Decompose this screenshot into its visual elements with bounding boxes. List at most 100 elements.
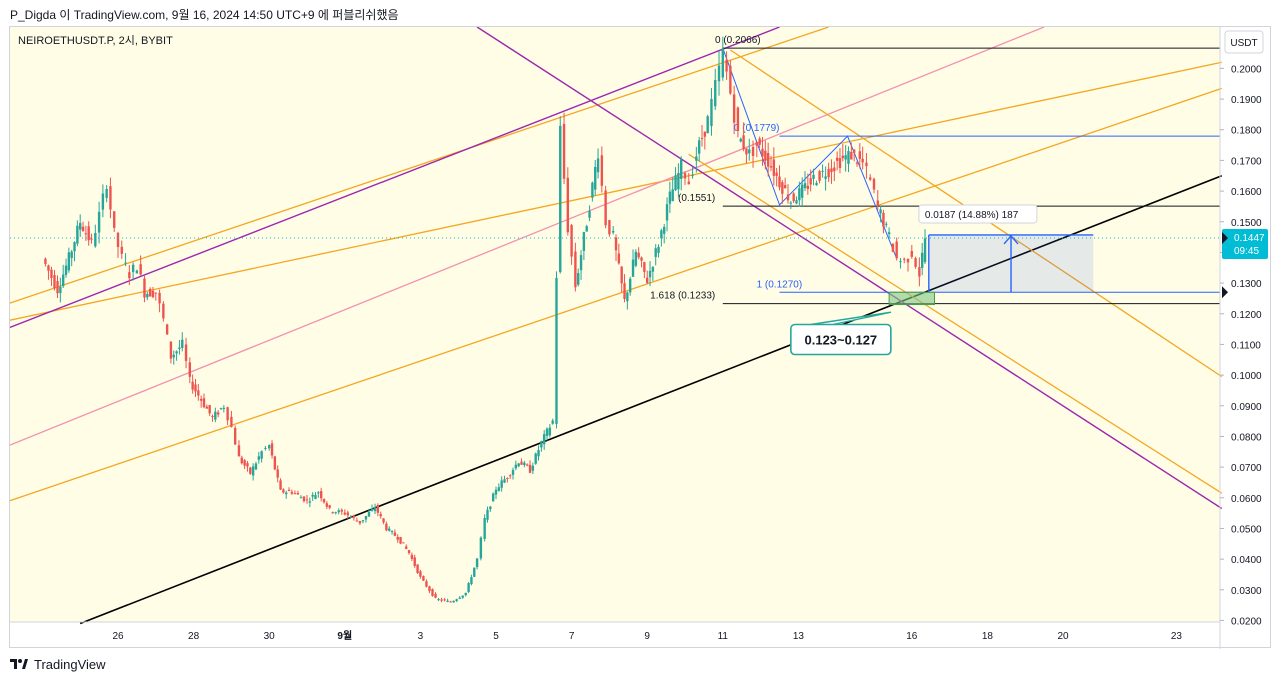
candle-body — [540, 441, 543, 448]
fib-level-label: 1 (0.1270) — [757, 279, 803, 290]
candle-body — [302, 496, 306, 502]
support-zone-box — [888, 291, 935, 306]
candle-body — [683, 173, 687, 179]
candle-body — [588, 210, 591, 218]
candle-body — [570, 225, 573, 257]
orange-channel-upper-line — [10, 27, 829, 304]
candle-body — [124, 262, 127, 264]
candle-body — [729, 65, 732, 94]
candle-body — [887, 232, 891, 235]
time-tick-label: 7 — [569, 631, 575, 642]
candle-body — [431, 589, 434, 597]
candle-body — [109, 186, 112, 210]
candle-body — [706, 116, 709, 134]
candle-body — [246, 463, 249, 467]
purple-channel-upper-line — [10, 27, 780, 329]
candle-body — [903, 258, 906, 260]
candle-body — [841, 155, 845, 159]
candle-body — [282, 489, 285, 493]
candle-body — [346, 512, 350, 516]
price-marker-arrow-icon — [1222, 232, 1228, 245]
candle-body — [202, 398, 206, 408]
candle-body — [340, 509, 343, 512]
fib-level-label: (0.1551) — [678, 193, 715, 204]
candle-body — [579, 255, 583, 271]
candle-body — [97, 211, 101, 233]
candle-body — [879, 209, 882, 214]
candle-body — [761, 148, 764, 157]
candle-body — [511, 469, 515, 475]
currency-badge[interactable] — [1224, 30, 1264, 54]
candle-body — [413, 557, 416, 566]
time-tick-label: 18 — [982, 631, 994, 642]
candle-body — [175, 351, 178, 354]
price-tick-label: 0.0400 — [1231, 555, 1262, 566]
candle-body — [184, 344, 188, 361]
price-tick-label: 0.1000 — [1231, 371, 1262, 382]
candle-body — [440, 599, 443, 601]
candle-body — [334, 512, 337, 514]
candle-body — [483, 518, 486, 539]
candle-body — [105, 189, 108, 198]
candle-body — [489, 506, 492, 510]
candle-body — [824, 176, 827, 179]
candle-body — [399, 536, 402, 544]
candle-body — [643, 262, 646, 272]
candle-body — [296, 493, 300, 495]
time-tick-label: 30 — [264, 631, 276, 642]
candle-body — [775, 172, 778, 176]
price-tick-label: 0.1900 — [1231, 95, 1262, 106]
candle-body — [260, 451, 263, 459]
price-tick-label: 0.0500 — [1231, 524, 1262, 535]
price-chart[interactable]: 0 (0.2066) 0 (0.1779) (0.1551) 1 (0.1270) 1.… — [10, 27, 1272, 649]
candle-body — [562, 123, 566, 179]
orange-descending-lower-line — [688, 153, 1223, 494]
candle-body — [165, 324, 169, 335]
candle-body — [197, 390, 200, 396]
candle-body — [308, 501, 312, 503]
candle-body — [361, 520, 365, 522]
candle-body — [783, 185, 787, 189]
time-axis: 26 28 30 9월 3 5 7 9 11 13 16 18 20 23 — [10, 621, 1220, 642]
currency-label: USDT — [1230, 38, 1257, 49]
candle-body — [852, 149, 856, 153]
candle-body — [838, 158, 842, 168]
candle-body — [703, 131, 707, 137]
candle-body — [94, 232, 97, 247]
time-tick-label: 16 — [906, 631, 918, 642]
candle-body — [497, 487, 501, 491]
candle-body — [388, 528, 391, 531]
price-tick-label: 0.1300 — [1231, 279, 1262, 290]
price-marker-arrow-icon — [1222, 286, 1228, 299]
orange-channel-lower-line — [10, 87, 1222, 502]
candle-body — [79, 223, 82, 230]
candle-body — [143, 278, 146, 298]
candle-body — [876, 200, 879, 205]
candle-body — [534, 453, 537, 464]
candle-body — [178, 347, 181, 349]
candle-body — [566, 177, 570, 233]
candle-body — [464, 592, 467, 596]
candle-body — [396, 536, 399, 540]
candle-body — [70, 251, 73, 258]
orange-channel-mid-line — [10, 61, 1222, 321]
candle-body — [665, 204, 669, 221]
callout-label: 0.123~0.127 — [805, 333, 878, 348]
candle-body — [452, 600, 455, 603]
candle-body — [772, 159, 776, 176]
price-tick-label: 0.1800 — [1231, 126, 1262, 137]
candle-body — [148, 288, 152, 297]
candle-body — [600, 155, 604, 186]
candle-body — [101, 193, 105, 210]
candle-body — [500, 480, 503, 488]
candle-body — [162, 303, 165, 319]
candle-body — [405, 546, 408, 549]
candle-body — [591, 182, 594, 198]
symbol-label: NEIROETHUSDT.P, 2시, BYBIT — [18, 35, 173, 47]
price-tick-label: 0.1500 — [1231, 218, 1262, 229]
candle-body — [803, 183, 807, 189]
candle-body — [830, 168, 833, 173]
chart-panel[interactable]: 0 (0.2066) 0 (0.1779) (0.1551) 1 (0.1270) 1.… — [9, 26, 1272, 649]
candle-body — [818, 171, 821, 181]
price-tick-label: 0.1100 — [1231, 340, 1261, 351]
